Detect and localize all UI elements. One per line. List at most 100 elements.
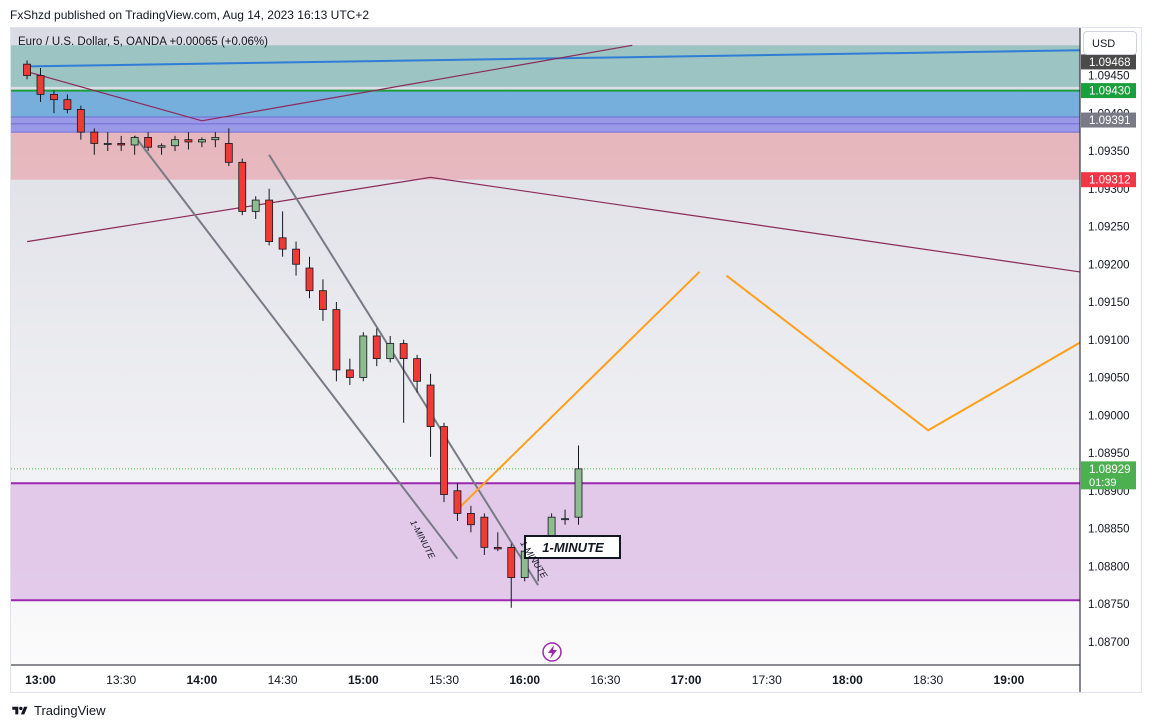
zone-teal	[11, 45, 1080, 87]
price-label: 1.09468	[1089, 57, 1131, 69]
candle	[332, 302, 341, 382]
price-tick-label: 1.09250	[1088, 222, 1130, 234]
trend-line-orange	[725, 274, 1080, 432]
candle	[130, 135, 139, 155]
candle-body	[157, 145, 166, 148]
candle-body	[50, 93, 58, 101]
time-tick-label: 18:30	[913, 673, 943, 687]
candle-body	[117, 143, 126, 146]
trend-line-blue	[27, 49, 1080, 68]
candle-body	[561, 518, 569, 521]
candle-body	[319, 290, 327, 310]
currency-button[interactable]: USD	[1083, 31, 1137, 55]
candle-body	[386, 343, 395, 360]
candle-body	[36, 75, 45, 95]
trend-line-orange	[456, 271, 701, 511]
candle-body	[103, 143, 112, 145]
candle-body	[90, 131, 99, 144]
candle	[90, 128, 99, 155]
candle-body	[171, 139, 179, 147]
candle	[319, 279, 327, 321]
candle	[507, 543, 516, 608]
candle	[399, 339, 408, 423]
candle	[23, 60, 31, 80]
candle	[224, 128, 233, 167]
candle	[171, 135, 179, 151]
annotation-label: 1-MINUTE	[542, 540, 604, 555]
candle	[372, 328, 381, 367]
candle-body	[453, 490, 462, 514]
price-tick-label: 1.09050	[1088, 373, 1130, 385]
candle-body	[413, 358, 422, 382]
published-line: FxShzd published on TradingView.com, Aug…	[10, 8, 370, 22]
candle-body	[332, 309, 341, 371]
price-tick-label: 1.08800	[1088, 561, 1130, 573]
time-tick-label: 13:00	[25, 673, 56, 687]
candle-body	[251, 199, 260, 212]
time-tick-label: 16:00	[509, 673, 540, 687]
candle	[386, 335, 395, 363]
price-label-bg	[1081, 112, 1136, 128]
candle	[278, 211, 287, 257]
candle-body	[440, 426, 448, 495]
candle	[63, 94, 72, 114]
candle	[251, 196, 260, 219]
price-tick-label: 1.09200	[1088, 259, 1130, 271]
candle	[413, 354, 422, 393]
candle	[265, 188, 274, 246]
candle-body	[76, 109, 85, 133]
price-tick-label: 1.09350	[1088, 146, 1130, 158]
time-tick-label: 15:30	[429, 673, 459, 687]
candle	[103, 132, 112, 151]
candle	[466, 505, 475, 533]
candle-body	[507, 546, 516, 578]
annotation-box	[524, 535, 621, 559]
candle-body	[238, 161, 247, 212]
candle	[561, 509, 569, 525]
price-tick-label: 1.09000	[1088, 410, 1130, 422]
countdown-label: 01:39	[1089, 477, 1117, 489]
candle	[453, 483, 462, 521]
price-label: 1.09430	[1089, 86, 1131, 98]
candle	[574, 445, 583, 525]
candle	[76, 105, 85, 140]
candle	[50, 90, 58, 114]
candle-body	[574, 468, 583, 518]
candle	[184, 132, 193, 150]
candle	[197, 137, 206, 148]
price-tick-label: 1.08700	[1088, 637, 1130, 649]
candle-body	[292, 248, 300, 265]
candle-body	[305, 267, 314, 292]
candle	[238, 158, 247, 216]
footer-branding[interactable]: TradingView	[10, 703, 106, 718]
candle-body	[345, 369, 354, 378]
price-label: 1.09391	[1089, 115, 1131, 127]
time-tick-label: 18:00	[832, 673, 863, 687]
time-tick-label: 19:00	[994, 673, 1025, 687]
price-label: 1.09312	[1089, 175, 1131, 187]
candle-body	[278, 237, 287, 250]
candle-body	[372, 335, 381, 360]
price-tick-label: 1.09150	[1088, 297, 1130, 309]
price-label: 1.08929	[1089, 464, 1131, 476]
candle	[144, 132, 153, 151]
trend-line-maroon	[27, 176, 1080, 273]
candle-body	[63, 99, 72, 110]
candle-body	[144, 137, 153, 148]
price-tick-label: 1.08850	[1088, 524, 1130, 536]
symbol-legend[interactable]: Euro / U.S. Dollar, 5, OANDA +0.00065 (+…	[18, 36, 268, 48]
candle	[292, 241, 300, 276]
candle-body	[480, 516, 489, 548]
candle-body	[184, 139, 193, 143]
zone-purple	[11, 117, 1080, 133]
candle	[117, 135, 126, 151]
footer-brand-text: TradingView	[34, 703, 106, 718]
candle-body	[399, 343, 408, 360]
tradingview-logo-icon	[12, 706, 28, 714]
lightning-bolt-icon	[548, 645, 557, 659]
price-label-bg	[1081, 461, 1136, 490]
candle-body	[23, 63, 31, 76]
candle	[157, 143, 166, 155]
candle-body	[493, 546, 502, 550]
